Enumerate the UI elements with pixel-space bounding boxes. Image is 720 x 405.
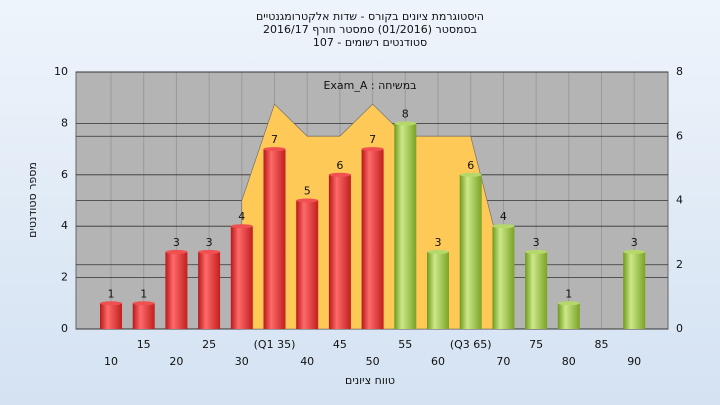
bar bbox=[623, 251, 646, 329]
y2-tick-label: 0 bbox=[676, 322, 683, 335]
bar-cap bbox=[296, 198, 319, 203]
y-tick-label: 10 bbox=[54, 65, 68, 78]
bar-cap bbox=[328, 172, 351, 177]
bar-cap bbox=[394, 121, 417, 126]
bar-cap bbox=[263, 147, 286, 152]
y-axis-label: מספר סטודנטים bbox=[26, 162, 39, 238]
chart-title: היסטוגרמת ציונים בקורס - שדות אלקטרומגנט… bbox=[256, 10, 484, 23]
bar bbox=[492, 226, 515, 329]
value-label: 3 bbox=[206, 236, 213, 249]
value-label: 7 bbox=[271, 133, 278, 146]
value-label: 7 bbox=[369, 133, 376, 146]
x-tick-label: (Q3 65) bbox=[450, 338, 492, 351]
x-tick-label: 50 bbox=[366, 355, 380, 368]
y2-tick-label: 6 bbox=[676, 129, 683, 142]
value-label: 4 bbox=[238, 210, 245, 223]
bar bbox=[328, 174, 351, 329]
x-tick-label: 45 bbox=[333, 338, 347, 351]
bar-cap bbox=[525, 249, 548, 254]
bar bbox=[394, 123, 417, 330]
bar bbox=[263, 149, 286, 329]
y2-tick-label: 4 bbox=[676, 194, 683, 207]
x-tick-label: 30 bbox=[235, 355, 249, 368]
x-tick-label: 10 bbox=[104, 355, 118, 368]
bar bbox=[296, 200, 319, 329]
value-label: 1 bbox=[108, 287, 115, 300]
y-tick-label: 0 bbox=[61, 322, 68, 335]
bar-cap bbox=[230, 224, 253, 229]
x-axis-label: טווח ציונים bbox=[345, 374, 395, 387]
value-label: 8 bbox=[402, 107, 409, 120]
y-tick-label: 4 bbox=[61, 219, 68, 232]
x-tick-label: 55 bbox=[398, 338, 412, 351]
bar-cap bbox=[427, 249, 449, 254]
y2-tick-label: 2 bbox=[676, 258, 683, 271]
x-tick-label: 40 bbox=[300, 355, 314, 368]
x-tick-label: 85 bbox=[595, 338, 609, 351]
bar bbox=[100, 303, 122, 329]
x-tick-label: 60 bbox=[431, 355, 445, 368]
bar-cap bbox=[132, 301, 155, 306]
value-label: 6 bbox=[467, 159, 474, 172]
chart-subtitle: סטודנטים רשומים - 107 bbox=[313, 36, 427, 49]
y-tick-label: 8 bbox=[61, 116, 68, 129]
chart-subtitle: בסמסטר (01/2016) סמסטר חורף 2016/17 bbox=[263, 23, 477, 36]
bar-cap bbox=[165, 249, 188, 254]
bar-cap bbox=[361, 147, 384, 152]
y2-tick-label: 8 bbox=[676, 65, 683, 78]
bar bbox=[459, 174, 482, 329]
bar-cap bbox=[198, 249, 221, 254]
value-label: 3 bbox=[435, 236, 442, 249]
x-tick-label: 70 bbox=[496, 355, 510, 368]
bar-cap bbox=[492, 224, 515, 229]
bar bbox=[132, 303, 155, 329]
bar bbox=[557, 303, 580, 329]
x-tick-label: 20 bbox=[169, 355, 183, 368]
bar bbox=[165, 251, 188, 329]
bar bbox=[198, 251, 221, 329]
bar-cap bbox=[557, 301, 580, 306]
value-label: 5 bbox=[304, 185, 311, 198]
value-label: 3 bbox=[631, 236, 638, 249]
bar-cap bbox=[100, 301, 122, 306]
value-label: 6 bbox=[336, 159, 343, 172]
bar bbox=[361, 149, 384, 329]
annotation: Exam_A : במשיחה bbox=[323, 79, 416, 92]
bar bbox=[230, 226, 253, 329]
x-tick-label: 25 bbox=[202, 338, 216, 351]
x-tick-label: 90 bbox=[627, 355, 641, 368]
bar-cap bbox=[459, 172, 482, 177]
value-label: 4 bbox=[500, 210, 507, 223]
value-label: 3 bbox=[533, 236, 540, 249]
y-tick-label: 2 bbox=[61, 271, 68, 284]
x-tick-label: 15 bbox=[137, 338, 151, 351]
bar bbox=[427, 251, 449, 329]
bar bbox=[525, 251, 548, 329]
x-tick-label: 80 bbox=[562, 355, 576, 368]
bar-cap bbox=[623, 249, 646, 254]
value-label: 1 bbox=[140, 287, 147, 300]
value-label: 1 bbox=[565, 287, 572, 300]
x-tick-label: 75 bbox=[529, 338, 543, 351]
x-tick-label: (Q1 35) bbox=[254, 338, 296, 351]
value-label: 3 bbox=[173, 236, 180, 249]
y-tick-label: 6 bbox=[61, 168, 68, 181]
